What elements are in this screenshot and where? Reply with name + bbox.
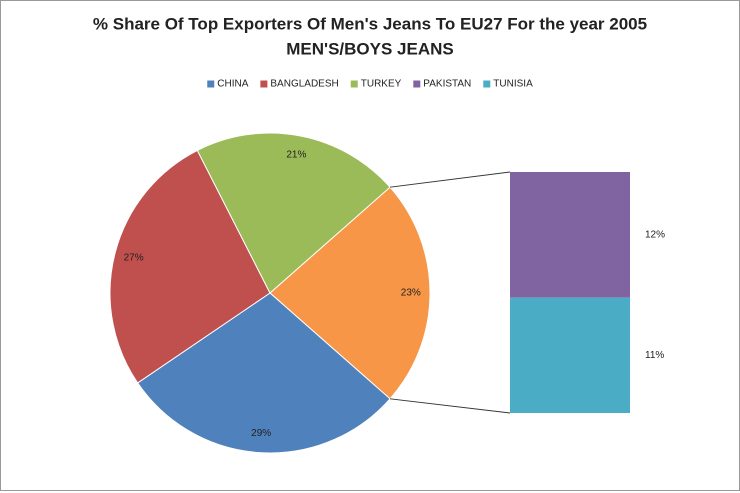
bar-segment xyxy=(510,297,630,413)
chart-title: % Share Of Top Exporters Of Men's Jeans … xyxy=(93,14,647,33)
data-label: 27% xyxy=(124,253,144,264)
pie-slice xyxy=(269,186,431,400)
data-label: 11% xyxy=(645,350,664,361)
chart-subtitle: MEN'S/BOYS JEANS xyxy=(286,39,453,58)
connector xyxy=(389,398,511,414)
legend-label: CHINA xyxy=(217,79,248,90)
legend-label: TURKEY xyxy=(361,79,402,90)
legend-label: PAKISTAN xyxy=(423,79,471,90)
pie-slice xyxy=(196,132,391,294)
legend: CHINA BANGLADESH TURKEY PAKISTAN TUNISIA xyxy=(207,79,533,90)
legend-swatch xyxy=(350,80,358,88)
data-label: 12% xyxy=(645,230,665,241)
data-label: 23% xyxy=(401,288,421,299)
pie-slice xyxy=(109,149,271,384)
legend-swatch xyxy=(413,80,421,88)
data-label: 29% xyxy=(251,428,271,439)
legend-label: BANGLADESH xyxy=(270,79,338,90)
legend-swatch xyxy=(483,80,491,88)
connector xyxy=(389,171,511,188)
legend-label: TUNISIA xyxy=(493,79,533,90)
bar-segment xyxy=(510,172,630,298)
pie-slice xyxy=(136,292,391,454)
legend-swatch xyxy=(207,80,215,88)
data-label: 21% xyxy=(286,149,306,160)
legend-swatch xyxy=(260,80,268,88)
